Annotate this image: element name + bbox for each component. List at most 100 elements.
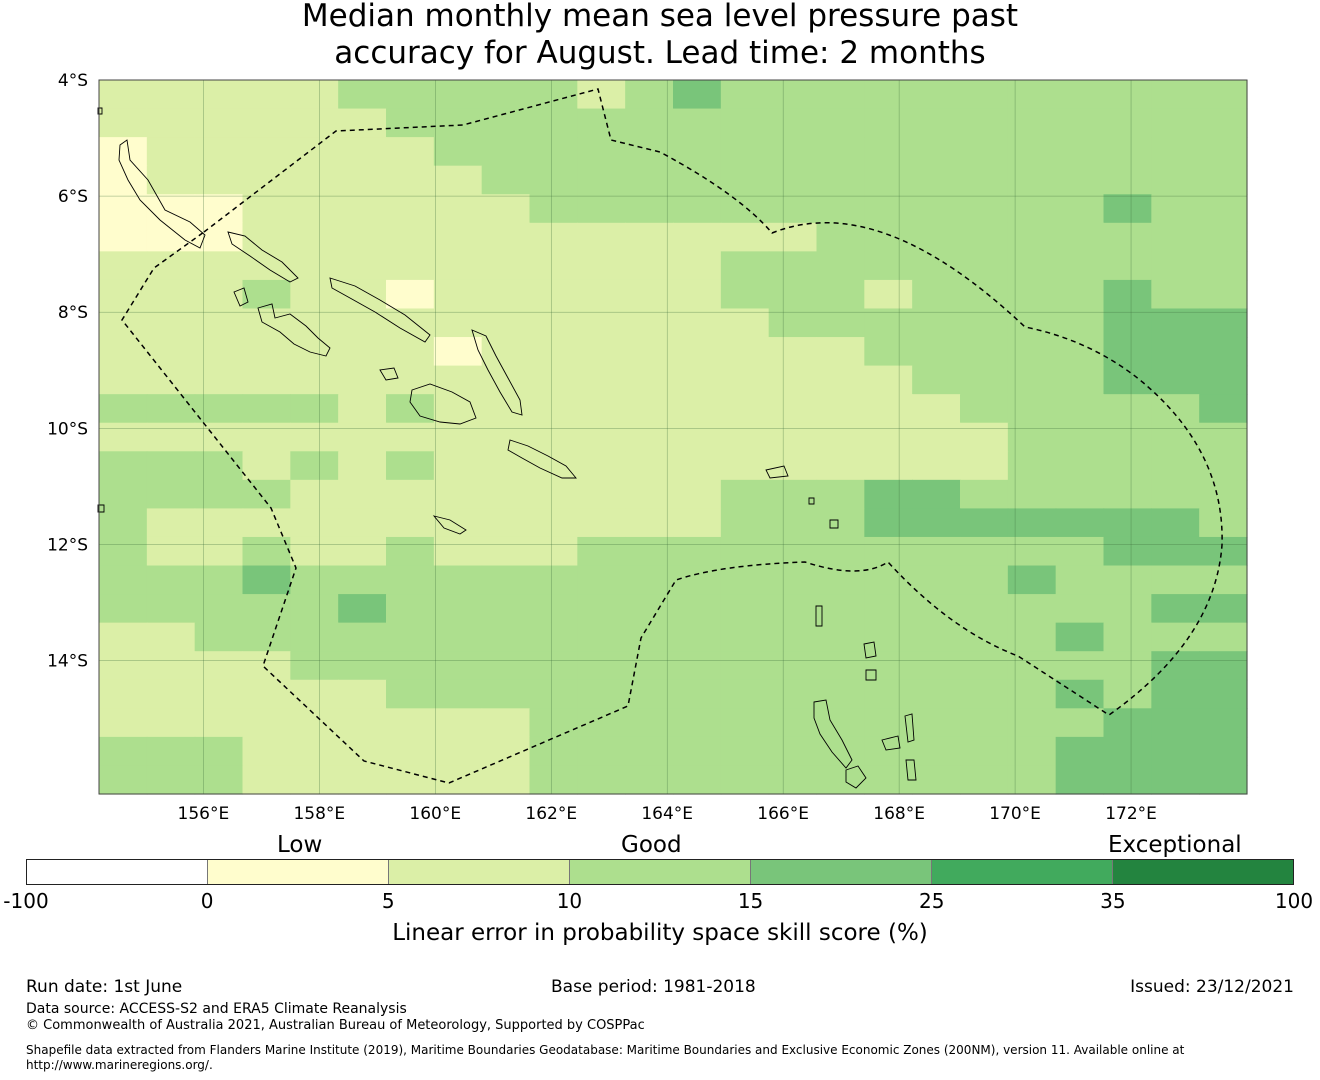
skill-cell: [768, 137, 818, 167]
skill-cell: [529, 165, 578, 195]
skill-cell: [194, 337, 244, 367]
skill-cell: [816, 479, 865, 509]
skill-cell: [816, 679, 865, 709]
skill-cell: [673, 194, 722, 224]
skill-cell: [1199, 337, 1248, 367]
skill-cell: [577, 137, 626, 167]
skill-cell: [194, 708, 244, 738]
skill-cell: [433, 594, 483, 624]
skill-cell: [816, 622, 865, 652]
skill-cell: [673, 536, 722, 567]
longitude-tick-label: 170°E: [989, 804, 1041, 824]
skill-cell: [433, 137, 483, 167]
latitude-labels: 4°S 6°S 8°S 10°S 12°S 14°S: [47, 71, 88, 671]
skill-cell: [529, 651, 578, 681]
skill-cell: [768, 337, 818, 367]
skill-cell: [625, 622, 674, 652]
skill-cell: [816, 251, 865, 281]
skill-cell: [577, 308, 626, 338]
skill-cell: [481, 194, 531, 224]
skill-cell: [1199, 251, 1248, 281]
skill-cell: [816, 594, 865, 624]
skill-cell: [912, 108, 961, 138]
skill-cell: [960, 594, 1009, 624]
skill-cell: [529, 394, 578, 424]
skill-cell: [1151, 708, 1200, 738]
shapefile-credit-line-1: Shapefile data extracted from Flanders M…: [26, 1043, 1185, 1057]
skill-cell: [1103, 651, 1152, 681]
skill-cell: [433, 165, 483, 195]
latitude-tick-label: 8°S: [58, 303, 88, 323]
longitude-tick-label: 156°E: [178, 804, 230, 824]
skill-cell: [720, 365, 770, 395]
skill-cell: [433, 622, 483, 652]
skill-cell: [673, 80, 722, 110]
skill-cell: [99, 394, 148, 424]
skill-cell: [338, 508, 387, 538]
skill-cell: [960, 479, 1009, 509]
skill-cell: [768, 194, 818, 224]
skill-cell: [1199, 622, 1248, 652]
bougainville-island: [118, 139, 206, 249]
skill-cell: [720, 651, 770, 681]
skill-cell: [99, 251, 148, 281]
skill-cell: [242, 108, 291, 138]
skill-cell: [1103, 565, 1152, 595]
longitude-tick-label: 164°E: [641, 804, 693, 824]
skill-cell: [625, 565, 674, 595]
skill-cell: [481, 365, 531, 395]
skill-cell: [194, 565, 244, 595]
skill-cell: [720, 80, 770, 110]
skill-cell: [912, 279, 961, 310]
skill-cell: [481, 708, 531, 738]
latitude-tick-label: 12°S: [47, 535, 88, 555]
santa-cruz-island: [765, 465, 789, 479]
skill-cell: [242, 365, 291, 395]
skill-cell: [1007, 165, 1057, 195]
skill-cell: [481, 565, 531, 595]
skill-cell: [577, 279, 626, 310]
skill-cell: [1055, 194, 1105, 224]
skill-cell: [146, 451, 196, 481]
skill-cell: [1055, 594, 1105, 624]
colorbar-tick-label: 15: [737, 889, 764, 913]
skill-cell: [673, 394, 722, 424]
eez-boundary: [121, 88, 1223, 784]
skill-cell: [816, 394, 865, 424]
skill-cell: [146, 765, 196, 795]
skill-cell: [194, 594, 244, 624]
skill-cell: [433, 422, 483, 452]
skill-cell: [912, 508, 961, 538]
longitude-tick-label: 160°E: [409, 804, 461, 824]
skill-cell: [386, 279, 435, 310]
banks-island: [865, 669, 877, 681]
skill-cell: [768, 422, 818, 452]
skill-cell: [194, 536, 244, 567]
skill-cell: [194, 394, 244, 424]
skill-cell: [577, 80, 626, 110]
skill-cell: [194, 279, 244, 310]
skill-cell: [864, 394, 913, 424]
skill-cell: [673, 337, 722, 367]
skill-cell: [386, 251, 435, 281]
skill-cell: [577, 508, 626, 538]
skill-cell: [625, 194, 674, 224]
skill-cell: [529, 422, 578, 452]
skill-cell: [1103, 765, 1152, 795]
skill-cell: [242, 479, 291, 509]
skill-cell: [481, 422, 531, 452]
skill-cell: [720, 279, 770, 310]
skill-cell: [720, 736, 770, 767]
skill-cell: [1199, 365, 1248, 395]
skill-cell: [912, 708, 961, 738]
colorbar-tick-label: 100: [1274, 889, 1314, 913]
skill-cell: [99, 108, 148, 138]
skill-cell: [1007, 251, 1057, 281]
skill-cell: [816, 422, 865, 452]
colorbar-segment: [27, 860, 208, 884]
skill-cell: [625, 308, 674, 338]
skill-cell: [194, 451, 244, 481]
skill-cell: [433, 308, 483, 338]
skill-cell: [960, 679, 1009, 709]
skill-cell: [99, 137, 148, 167]
